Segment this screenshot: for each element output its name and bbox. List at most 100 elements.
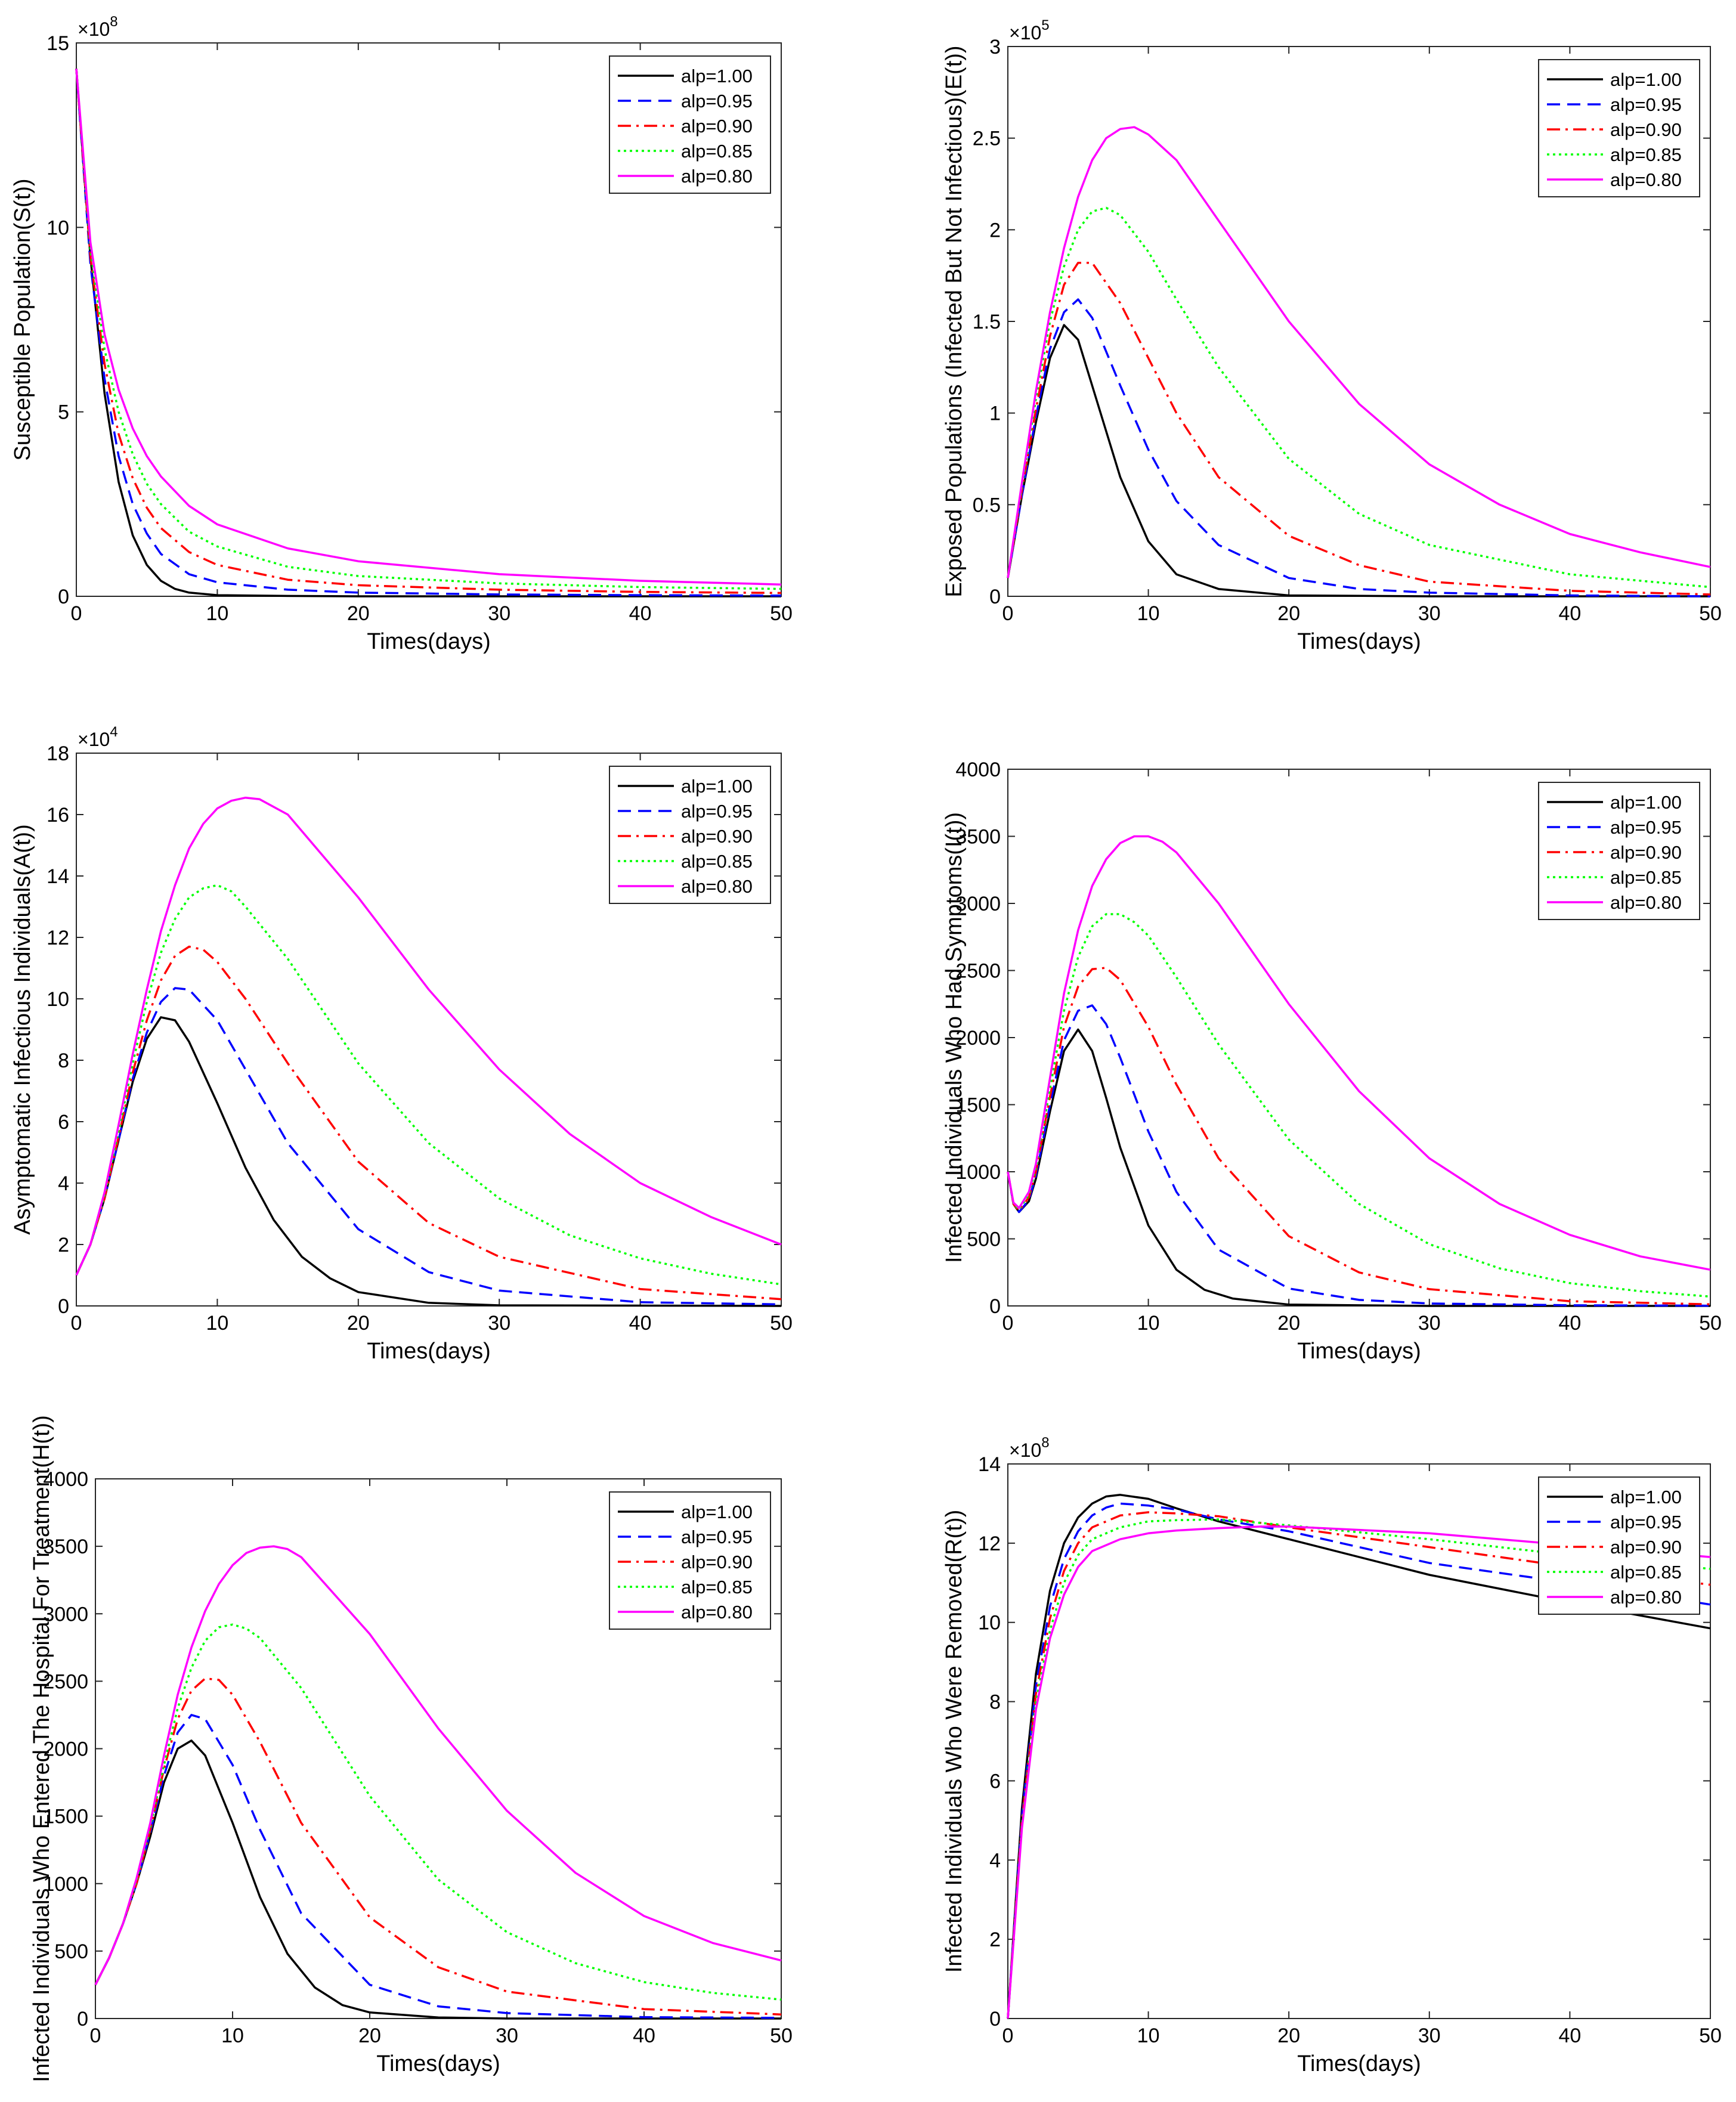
x-tick-label: 0 xyxy=(90,2024,101,2047)
x-tick-label: 10 xyxy=(1137,1312,1160,1335)
y-tick-label: 2000 xyxy=(43,1738,88,1761)
y-tick-label: 1500 xyxy=(955,1094,1001,1117)
series-line-alp-0-95 xyxy=(1007,298,1711,598)
x-axis-label: Times(days) xyxy=(367,1339,491,1364)
y-tick-label: 2 xyxy=(58,1234,69,1256)
x-axis-label: Times(days) xyxy=(1297,1339,1421,1364)
x-tick-label: 40 xyxy=(1558,2024,1581,2047)
legend: alp=1.00 alp=0.95 alp=0.90 alp=0.85 alp=0.80 xyxy=(1538,1476,1700,1615)
x-tick-label: 20 xyxy=(358,2024,381,2047)
x-tick-label: 50 xyxy=(770,2024,793,2047)
legend-box xyxy=(609,766,771,904)
x-tick-label: 40 xyxy=(629,1312,652,1335)
y-tick-label: 4 xyxy=(989,1849,1001,1872)
legend-label: alp=1.00 xyxy=(681,1502,753,1522)
legend-label: alp=0.80 xyxy=(1610,1587,1682,1608)
y-tick-label: 1000 xyxy=(43,1873,88,1896)
x-tick-label: 10 xyxy=(206,602,228,625)
legend-label: alp=1.00 xyxy=(681,66,753,86)
x-tick-label: 0 xyxy=(1002,602,1014,625)
x-axis-label: Times(days) xyxy=(367,629,491,654)
legend-label: alp=0.85 xyxy=(1610,867,1682,888)
legend-label: alp=0.85 xyxy=(681,141,753,162)
y-tick-label: 0 xyxy=(58,586,69,608)
series-line-alp-0-80 xyxy=(1007,1525,1711,2019)
y-tick-label: 500 xyxy=(967,1228,1001,1251)
series-line-alp-0-85 xyxy=(75,69,782,590)
legend-label: alp=0.80 xyxy=(1610,169,1682,190)
y-tick-label: 500 xyxy=(54,1940,88,1963)
y-tick-label: 0.5 xyxy=(973,494,1001,516)
y-tick-label: 6 xyxy=(989,1770,1001,1793)
chart-e: 0 10 20 30 40 50 0 0.5 1 1.5 2 2.5 3 Times(days) Expos… xyxy=(942,17,1722,654)
x-tick-label: 50 xyxy=(770,602,793,625)
y-tick-label: 14 xyxy=(978,1453,1001,1476)
legend-label: alp=0.90 xyxy=(1610,1537,1682,1558)
y-axis-label: Infected Individuals Who Were Removed(R(… xyxy=(942,1510,967,1973)
legend-label: alp=0.90 xyxy=(1610,842,1682,863)
series-line-alp-0-90 xyxy=(1007,967,1711,1306)
y-tick-label: 10 xyxy=(978,1612,1001,1634)
y-tick-label: 2.5 xyxy=(973,128,1001,150)
y-tick-label: 6 xyxy=(58,1111,69,1134)
legend-label: alp=0.90 xyxy=(1610,119,1682,140)
y-axis-label: Susceptible Population(S(t)) xyxy=(10,178,35,460)
chart-h: 0 10 20 30 40 5005001000150020002500300035004… xyxy=(29,1415,793,2082)
y-tick-label: 3500 xyxy=(43,1536,88,1558)
legend-label: alp=0.85 xyxy=(1610,144,1682,165)
y-axis-label: Infected Individuals Who Had Symptoms(I(… xyxy=(942,812,967,1263)
y-exponent-label: ×105 xyxy=(1009,17,1050,44)
y-tick-label: 16 xyxy=(47,804,69,826)
legend-label: alp=1.00 xyxy=(1610,69,1682,90)
chart-r: 0 10 20 30 40 50 0 2 4 6 8 10 12 14 Times(days) Infecte… xyxy=(942,1435,1722,2076)
x-tick-label: 0 xyxy=(71,1312,82,1335)
legend-label: alp=0.85 xyxy=(681,851,753,872)
legend-label: alp=0.95 xyxy=(1610,94,1682,115)
series-line-alp-1-00 xyxy=(1007,1494,1711,2019)
x-tick-label: 40 xyxy=(1558,1312,1581,1335)
y-tick-label: 2 xyxy=(989,219,1001,242)
y-tick-label: 4000 xyxy=(955,759,1001,781)
x-tick-label: 0 xyxy=(1002,2024,1014,2047)
legend: alp=1.00 alp=0.95 alp=0.90 alp=0.85 alp=0.80 xyxy=(609,766,771,904)
x-tick-label: 30 xyxy=(1418,602,1441,625)
series-line-alp-1-00 xyxy=(75,69,781,598)
x-tick-label: 20 xyxy=(1277,2024,1300,2047)
legend-label: alp=0.95 xyxy=(1610,1512,1682,1533)
x-tick-label: 10 xyxy=(206,1312,228,1335)
x-tick-label: 40 xyxy=(633,2024,655,2047)
legend-label: alp=0.90 xyxy=(681,1552,753,1572)
x-axis-label: Times(days) xyxy=(376,2051,500,2076)
series-line-alp-1-00 xyxy=(1007,324,1710,598)
x-tick-label: 30 xyxy=(1418,1312,1441,1335)
series-line-alp-0-80 xyxy=(94,1545,782,1986)
series-line-alp-0-95 xyxy=(1007,1004,1711,1307)
x-tick-label: 20 xyxy=(347,602,370,625)
x-tick-label: 50 xyxy=(1699,602,1722,625)
legend-label: alp=1.00 xyxy=(1610,1487,1682,1507)
x-axis-label: Times(days) xyxy=(1297,629,1421,654)
legend-box xyxy=(609,55,771,194)
series-line-alp-0-80 xyxy=(1007,126,1711,578)
legend-label: alp=0.80 xyxy=(681,876,753,897)
legend-label: alp=0.95 xyxy=(681,1527,753,1547)
y-tick-label: 4 xyxy=(58,1172,69,1195)
series-line-alp-0-90 xyxy=(1007,1511,1711,2019)
legend-label: alp=0.80 xyxy=(1610,892,1682,913)
legend: alp=1.00 alp=0.95 alp=0.90 alp=0.85 alp=0.80 xyxy=(609,1491,771,1630)
x-tick-label: 30 xyxy=(488,1312,510,1335)
x-tick-label: 40 xyxy=(629,602,652,625)
x-tick-label: 10 xyxy=(1137,2024,1160,2047)
y-exponent-label: ×108 xyxy=(1009,1435,1050,1461)
y-tick-label: 5 xyxy=(58,401,69,424)
x-tick-label: 0 xyxy=(1002,1312,1014,1335)
x-tick-label: 0 xyxy=(71,602,82,625)
y-tick-label: 18 xyxy=(47,742,69,765)
x-tick-label: 40 xyxy=(1558,602,1581,625)
x-tick-label: 20 xyxy=(1277,1312,1300,1335)
legend: alp=1.00 alp=0.95 alp=0.90 alp=0.85 alp=0.80 xyxy=(1538,59,1700,197)
series-line-alp-0-90 xyxy=(75,69,782,595)
y-tick-label: 12 xyxy=(978,1533,1001,1555)
y-tick-label: 3000 xyxy=(955,893,1001,915)
